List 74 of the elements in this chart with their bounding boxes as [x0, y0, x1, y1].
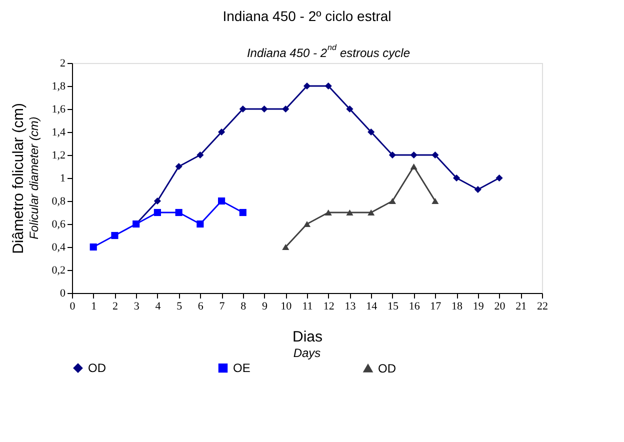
- x-tick-label: 18: [452, 300, 464, 312]
- y-tick-label: 0,4: [52, 242, 66, 254]
- x-tick-label: 10: [280, 300, 292, 312]
- y-axis-title: Diâmetro folicular (cm): [10, 103, 27, 254]
- point: [90, 243, 97, 251]
- point: [111, 232, 118, 240]
- y-tick-label: 2: [60, 58, 66, 70]
- point: [368, 128, 375, 136]
- x-tick-label: 9: [262, 300, 268, 312]
- y-tick-label: 1,4: [52, 126, 66, 138]
- x-tick-label: 11: [302, 300, 313, 312]
- y-tick-label: 1: [60, 172, 66, 184]
- point: [410, 151, 418, 159]
- point: [239, 208, 246, 216]
- y-tick-label: 1,2: [52, 150, 66, 162]
- legend-label: OD: [88, 361, 106, 376]
- point: [175, 162, 182, 170]
- point: [432, 198, 439, 204]
- x-tick-label: 14: [366, 300, 378, 312]
- y-tick-label: 0,8: [52, 196, 66, 208]
- point: [388, 198, 396, 204]
- x-tick-label: 3: [134, 300, 140, 312]
- point: [218, 197, 226, 205]
- text: Days: [293, 346, 321, 360]
- y-tick-label: 1,6: [52, 104, 66, 116]
- point: [260, 105, 268, 113]
- point: [324, 82, 332, 90]
- x-tick-label: 6: [198, 300, 204, 312]
- legend-label: OD: [378, 361, 396, 376]
- point: [324, 209, 332, 216]
- x-tick-label: 16: [408, 300, 420, 312]
- x-tick-label: 20: [494, 300, 506, 312]
- text: Folicular diameter (cm): [27, 116, 41, 240]
- point: [196, 151, 204, 159]
- x-tick-label: 13: [344, 300, 356, 312]
- legend-label: OE: [233, 361, 250, 376]
- point: [432, 151, 439, 159]
- x-tick-label: 19: [472, 300, 484, 312]
- x-tick-label: 4: [155, 300, 162, 312]
- x-tick-label: 7: [219, 300, 226, 312]
- point: [282, 244, 290, 250]
- point: [346, 209, 354, 216]
- x-tick-label: 17: [430, 300, 442, 312]
- point: [282, 105, 290, 113]
- x-tick-label: 1: [91, 300, 97, 312]
- point: [303, 220, 311, 228]
- point: [196, 220, 204, 228]
- point: [410, 163, 418, 170]
- point: [453, 174, 460, 182]
- point: [346, 105, 354, 113]
- y-tick-label: 0,6: [52, 218, 66, 230]
- point: [496, 174, 503, 182]
- x-tick-label: 22: [537, 300, 548, 312]
- x-tick-label: 8: [240, 300, 247, 312]
- y-tick-label: 0: [60, 288, 66, 300]
- x-tick-label: 21: [516, 300, 527, 312]
- x-tick-label: 2: [112, 300, 118, 312]
- point: [474, 186, 482, 194]
- x-tick-label: 0: [70, 300, 76, 312]
- x-tick-label: 15: [387, 300, 399, 312]
- point: [368, 209, 375, 216]
- point: [239, 105, 246, 113]
- chart-title: Indiana 450 - 2º ciclo estral: [222, 8, 392, 24]
- x-axis-title: Dias: [292, 328, 323, 346]
- point: [218, 128, 226, 136]
- point: [175, 208, 182, 216]
- y-tick-label: 1,8: [52, 80, 66, 92]
- point: [154, 208, 161, 216]
- x-tick-label: 12: [323, 300, 334, 312]
- point: [303, 82, 311, 90]
- point: [388, 151, 396, 159]
- x-tick-label: 5: [176, 300, 183, 312]
- y-tick-label: 0,2: [52, 264, 66, 276]
- point: [154, 197, 161, 205]
